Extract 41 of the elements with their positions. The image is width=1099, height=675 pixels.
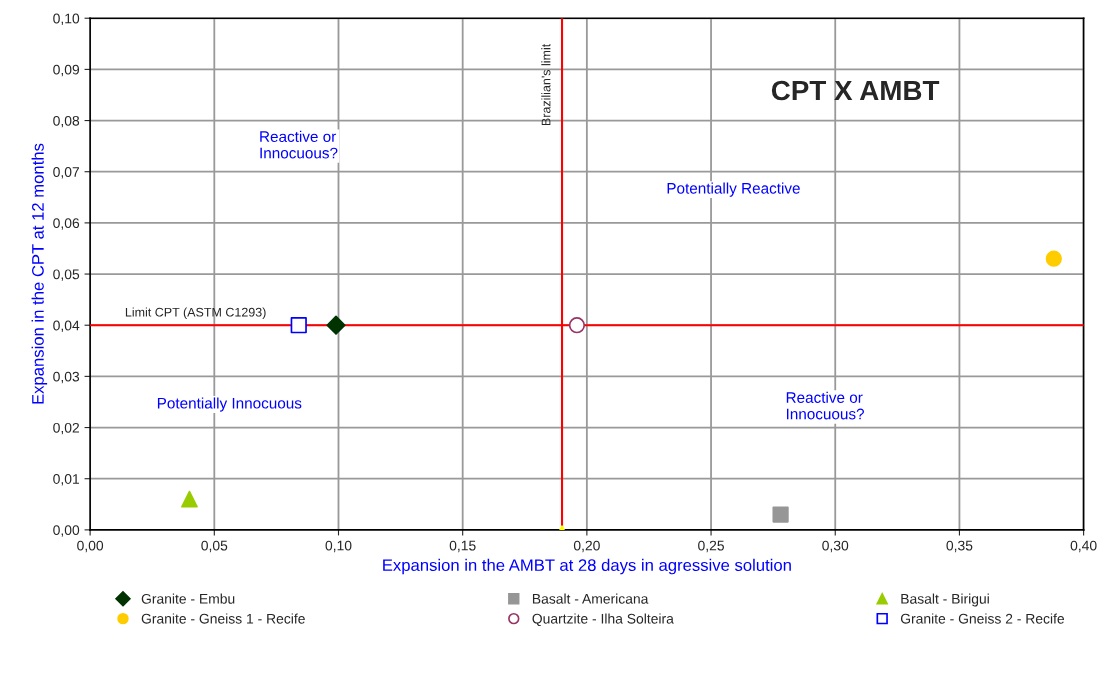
y-tick-label: 0,04 (53, 320, 80, 333)
x-tick-label: 0,25 (698, 540, 724, 553)
y-tick-label: 0,01 (53, 474, 80, 486)
y-axis-title: Expansion in the CPT at 12 months (31, 143, 48, 404)
legend-label: Quartzite - Ilha Solteira (532, 613, 674, 627)
point (1045, 250, 1062, 267)
x-tick-label: 0,35 (946, 540, 973, 553)
y-tick-label: 0,09 (53, 64, 80, 77)
y-tick-label: 0,03 (53, 371, 80, 384)
y-tick-label: 0,02 (53, 422, 80, 435)
ref-line-label: Brazilian's limit (541, 43, 551, 126)
point (181, 490, 198, 508)
legend-label: Granite - Gneiss 2 - Recife (900, 613, 1065, 624)
x-tick-label: 0,40 (1070, 540, 1097, 553)
x-tick-label: 0,15 (449, 540, 476, 553)
x-tick-label: 0,05 (201, 540, 228, 553)
legend-label: Basalt - Birigui (901, 593, 989, 607)
x-tick-label: 0,00 (77, 540, 104, 553)
annotation: Reactive or Innocuous? (260, 130, 338, 159)
text: CPT X AMBT (771, 80, 940, 101)
y-tick-label: 0,07 (53, 167, 80, 179)
annotation: Reactive or Innocuous? (786, 391, 864, 420)
point (290, 317, 307, 334)
x-tick-label: 0,30 (822, 540, 849, 553)
legend-label: Basalt - Americana (532, 593, 649, 604)
point (772, 506, 789, 523)
x-tick-label: 0,10 (325, 540, 352, 553)
annotation: Potentially Reactive (667, 182, 800, 197)
y-tick-label: 0,05 (53, 269, 80, 281)
y-tick-label: 0,10 (53, 13, 80, 26)
annotation: Potentially Innocuous (157, 397, 302, 412)
y-tick-label: 0,00 (53, 525, 80, 537)
point (326, 315, 346, 335)
y-tick-label: 0,06 (53, 218, 80, 230)
x-axis-title: Expansion in the AMBT at 28 days in agressive solution (383, 558, 791, 575)
legend-label: Granite - Embu (141, 593, 235, 604)
ref-line-label: Limit CPT (ASTM C1293) (125, 307, 266, 320)
point (568, 317, 586, 334)
y-tick-label: 0,08 (53, 115, 80, 128)
legend-label: Granite - Gneiss 1 - Recife (141, 613, 305, 624)
x-tick-label: 0,20 (573, 540, 600, 553)
